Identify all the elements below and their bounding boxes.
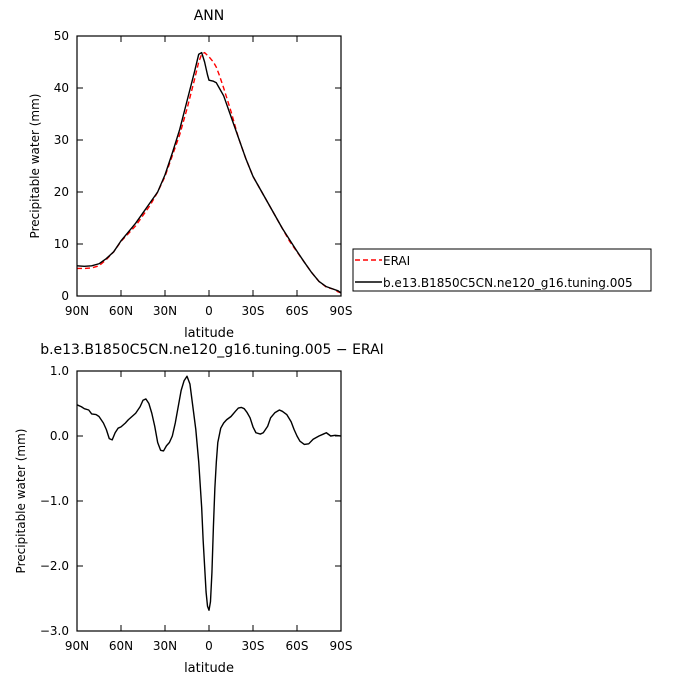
bottom-chart-x-axis-label: latitude — [184, 661, 234, 676]
top-chart-x-tick-label: 90N — [65, 304, 89, 318]
bottom-chart-panel: b.e13.B1850C5CN.ne120_g16.tuning.005 − E… — [14, 342, 384, 676]
bottom-chart-x-tick-label: 30S — [242, 639, 265, 653]
bottom-chart-x-tick-label: 0 — [205, 639, 213, 653]
bottom-chart-y-tick-label: −1.0 — [40, 494, 69, 508]
top-chart-x-tick-label: 90S — [330, 304, 353, 318]
top-chart-x-axis: 90N 60N 30N 0 30S 60S 90S — [65, 36, 353, 318]
bottom-chart-x-tick-label: 90N — [65, 639, 89, 653]
bottom-chart-x-tick-label: 60S — [286, 639, 309, 653]
top-chart-panel: ANN 0 10 20 30 40 50 90N 60N 30N 0 30S 60S 90S lati… — [28, 8, 352, 341]
top-chart-series-group — [76, 51, 342, 294]
bottom-chart-x-tick-label: 30N — [153, 639, 177, 653]
bottom-chart-y-tick-label: −3.0 — [40, 624, 69, 638]
top-chart-y-tick-label: 0 — [61, 289, 69, 303]
top-chart-series-line-1 — [76, 51, 342, 294]
top-chart-y-tick-label: 10 — [54, 237, 69, 251]
bottom-chart-x-tick-label: 60N — [109, 639, 133, 653]
legend-box — [352, 248, 652, 292]
top-chart-y-tick-label: 20 — [54, 185, 69, 199]
top-chart-y-tick-label: 30 — [54, 133, 69, 147]
top-chart-x-tick-label: 60N — [109, 304, 133, 318]
top-chart-x-axis-label: latitude — [184, 326, 234, 341]
bottom-chart-x-axis: 90N 60N 30N 0 30S 60S 90S — [65, 371, 353, 653]
legend: ERAI b.e13.B1850C5CN.ne120_g16.tuning.00… — [352, 248, 652, 292]
top-chart-x-tick-label: 30S — [242, 304, 265, 318]
bottom-chart-y-axis: −3.0 −2.0 −1.0 0.0 1.0 — [40, 364, 341, 638]
bottom-chart-y-tick-label: 1.0 — [50, 364, 69, 378]
top-chart-y-axis-label: Precipitable water (mm) — [28, 94, 42, 239]
bottom-chart-series-line-0 — [76, 375, 342, 611]
bottom-chart-series-group — [76, 375, 342, 611]
top-chart-x-tick-label: 0 — [205, 304, 213, 318]
bottom-chart-frame — [76, 370, 342, 632]
bottom-chart-y-tick-label: 0.0 — [50, 429, 69, 443]
top-chart-title: ANN — [194, 8, 225, 24]
top-chart-x-tick-label: 30N — [153, 304, 177, 318]
top-chart-y-axis: 0 10 20 30 40 50 — [54, 29, 341, 303]
legend-label-model: b.e13.B1850C5CN.ne120_g16.tuning.005 — [383, 276, 633, 290]
top-chart-y-tick-label: 40 — [54, 81, 69, 95]
top-chart-y-tick-label: 50 — [54, 29, 69, 43]
top-chart-x-tick-label: 60S — [286, 304, 309, 318]
bottom-chart-y-tick-label: −2.0 — [40, 559, 69, 573]
bottom-chart-x-tick-label: 90S — [330, 639, 353, 653]
legend-label-erai: ERAI — [383, 254, 410, 268]
bottom-chart-y-axis-label: Precipitable water (mm) — [14, 429, 28, 574]
bottom-chart-title: b.e13.B1850C5CN.ne120_g16.tuning.005 − E… — [40, 342, 384, 358]
